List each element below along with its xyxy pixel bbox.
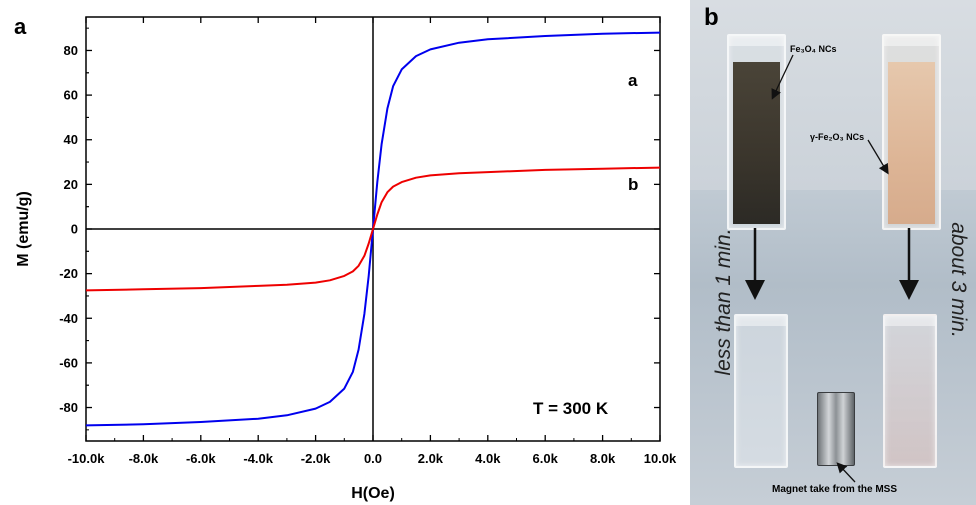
magnet-label: Magnet take from the MSS — [772, 484, 898, 495]
separation-time-right: about 3 min. — [947, 222, 970, 338]
x-tick-label: -2.0k — [301, 451, 331, 466]
y-tick-label: -20 — [59, 266, 78, 281]
y-tick-label: -80 — [59, 400, 78, 415]
photo-panel: b Fe₃O₄ NCs γ-Fe₂O₃ NCs Magnet take from… — [690, 0, 976, 505]
series-line-b — [85, 166, 661, 292]
x-tick-label: -6.0k — [186, 451, 216, 466]
chart-svg: a -10.0k -8.0k -6.0k -4.0k -2.0k 0.0 2.0k 4.0k 6… — [14, 14, 677, 502]
x-tick-label: 2.0k — [418, 451, 444, 466]
x-tick-label: 4.0k — [475, 451, 501, 466]
photo-annotations — [745, 54, 919, 483]
fe2o3-pointer-arrow — [867, 139, 889, 175]
y-axis-title: M (emu/g) — [15, 191, 32, 267]
fe3o4-label: Fe₃O₄ NCs — [790, 44, 837, 54]
cuvette-separated-left — [734, 314, 788, 468]
cuvette-separated-right — [883, 314, 937, 468]
axis-tick-labels: -10.0k -8.0k -6.0k -4.0k -2.0k 0.0 2.0k 4.0k 6.0… — [59, 43, 677, 466]
x-axis-title: H(Oe) — [351, 485, 395, 502]
x-tick-label: -4.0k — [243, 451, 273, 466]
y-tick-label: 40 — [64, 132, 78, 147]
separation-time-left: less than 1 min. — [712, 228, 735, 376]
cuvette-rim — [736, 316, 786, 326]
axis-ticks — [85, 17, 661, 441]
series-group — [85, 31, 661, 427]
curve-b-label: b — [628, 175, 638, 194]
cuvette-rim — [729, 36, 784, 46]
y-tick-label: 60 — [64, 88, 78, 103]
y-tick-label: 0 — [71, 222, 78, 237]
panel-b-letter: b — [704, 4, 719, 31]
magnet — [817, 392, 855, 466]
x-tick-label: -8.0k — [129, 451, 159, 466]
magnet-pointer-arrow — [836, 462, 856, 483]
curve-a-label: a — [628, 71, 638, 90]
fe2o3-liquid — [888, 62, 935, 224]
fe2o3-label: γ-Fe₂O₃ NCs — [810, 132, 865, 142]
x-tick-label: 6.0k — [533, 451, 559, 466]
x-tick-label: 8.0k — [590, 451, 616, 466]
x-tick-label: 10.0k — [644, 451, 677, 466]
fe3o4-pointer-arrow — [771, 54, 794, 100]
temperature-label: T = 300 K — [533, 399, 609, 418]
cuvette-rim — [885, 316, 935, 326]
cuvette-fe2o3 — [882, 34, 941, 230]
hysteresis-chart: a -10.0k -8.0k -6.0k -4.0k -2.0k 0.0 2.0k 4.0k 6… — [14, 14, 677, 502]
cuvette-rim — [884, 36, 939, 46]
y-tick-label: 20 — [64, 177, 78, 192]
panel-a-letter: a — [14, 14, 27, 39]
y-tick-label: -60 — [59, 355, 78, 370]
x-tick-label: 0.0 — [364, 451, 382, 466]
y-tick-label: 80 — [64, 43, 78, 58]
x-tick-label: -10.0k — [68, 451, 106, 466]
y-tick-label: -40 — [59, 311, 78, 326]
